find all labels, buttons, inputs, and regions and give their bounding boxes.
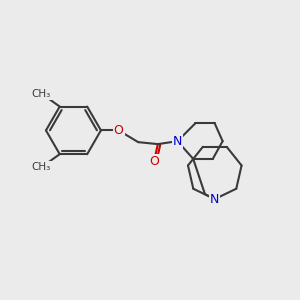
Text: N: N [210,193,220,206]
Text: O: O [114,124,124,137]
Text: O: O [149,155,159,168]
Text: CH₃: CH₃ [32,89,51,99]
Text: CH₃: CH₃ [32,162,51,172]
Text: N: N [173,135,182,148]
Text: N: N [210,193,220,206]
